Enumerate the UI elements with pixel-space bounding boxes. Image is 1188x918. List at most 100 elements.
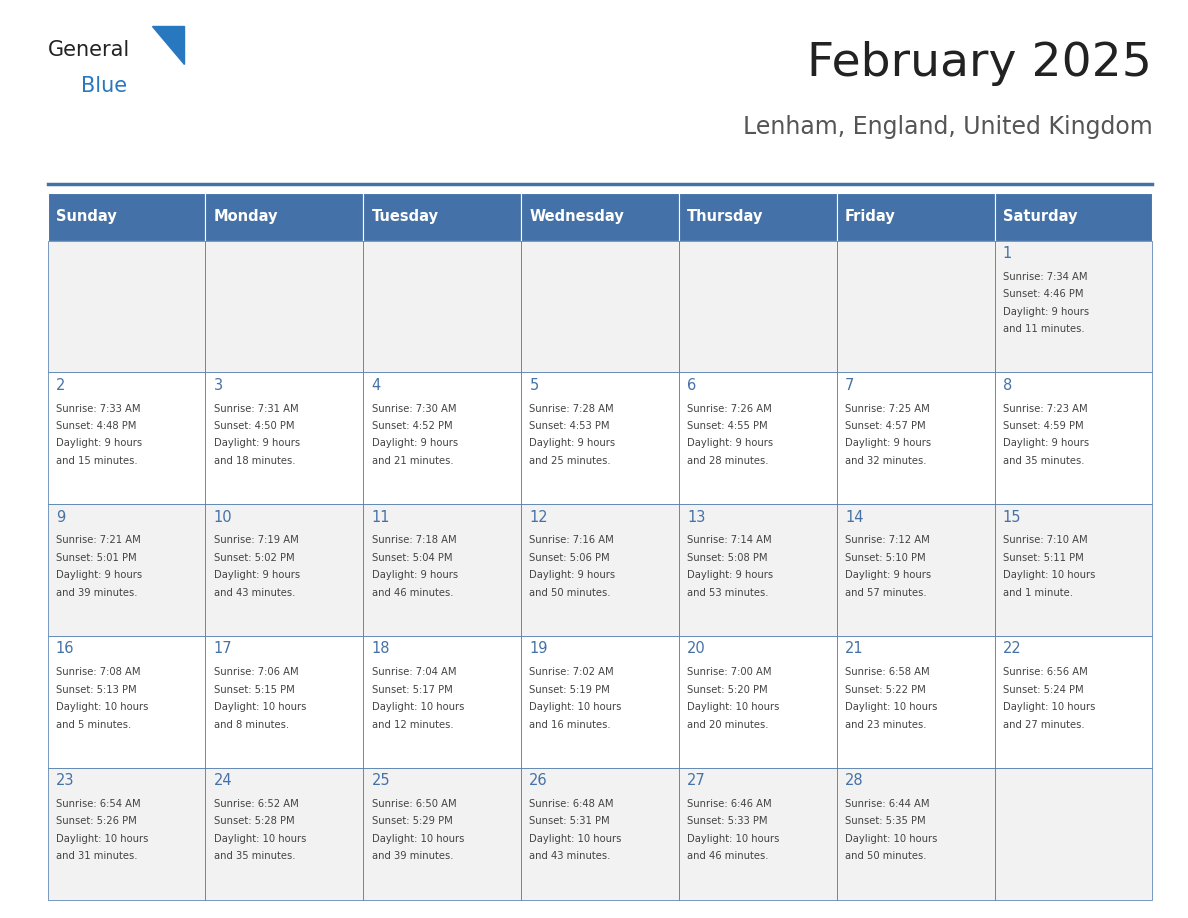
Bar [836,767,994,900]
Text: and 50 minutes.: and 50 minutes. [530,588,611,598]
Text: Daylight: 9 hours: Daylight: 9 hours [845,439,931,448]
Text: Sunrise: 6:46 AM: Sunrise: 6:46 AM [687,799,772,809]
Text: Daylight: 9 hours: Daylight: 9 hours [1003,307,1089,317]
Text: 6: 6 [687,378,696,393]
Text: Sunrise: 6:52 AM: Sunrise: 6:52 AM [214,799,298,809]
Text: and 21 minutes.: and 21 minutes. [372,456,453,465]
Bar [994,636,1152,767]
Text: 15: 15 [1003,509,1022,525]
Text: Sunrise: 7:19 AM: Sunrise: 7:19 AM [214,535,298,545]
Text: Sunrise: 7:16 AM: Sunrise: 7:16 AM [530,535,614,545]
Text: Sunset: 4:52 PM: Sunset: 4:52 PM [372,421,453,431]
Text: Sunrise: 7:10 AM: Sunrise: 7:10 AM [1003,535,1087,545]
Text: Sunset: 5:17 PM: Sunset: 5:17 PM [372,685,453,695]
Text: Daylight: 10 hours: Daylight: 10 hours [1003,570,1095,580]
Text: and 11 minutes.: and 11 minutes. [1003,324,1085,334]
Text: 3: 3 [214,378,223,393]
Text: and 43 minutes.: and 43 minutes. [530,851,611,861]
Text: Daylight: 9 hours: Daylight: 9 hours [1003,439,1089,448]
Bar [678,373,836,504]
Bar [522,193,678,241]
Text: and 35 minutes.: and 35 minutes. [1003,456,1085,465]
Text: 25: 25 [372,773,390,789]
Text: Daylight: 10 hours: Daylight: 10 hours [845,834,937,844]
Text: Sunrise: 7:34 AM: Sunrise: 7:34 AM [1003,272,1087,282]
Text: Daylight: 10 hours: Daylight: 10 hours [1003,702,1095,712]
Text: Sunrise: 7:23 AM: Sunrise: 7:23 AM [1003,404,1087,413]
Text: Daylight: 10 hours: Daylight: 10 hours [687,834,779,844]
Text: and 16 minutes.: and 16 minutes. [530,720,611,730]
Text: Sunset: 5:01 PM: Sunset: 5:01 PM [56,553,137,563]
Bar [836,504,994,636]
Text: Friday: Friday [845,209,896,224]
Text: 20: 20 [687,642,706,656]
Text: Sunrise: 6:50 AM: Sunrise: 6:50 AM [372,799,456,809]
Text: Sunrise: 7:12 AM: Sunrise: 7:12 AM [845,535,930,545]
Text: and 50 minutes.: and 50 minutes. [845,851,927,861]
Bar [206,504,364,636]
Bar [836,193,994,241]
Bar [364,241,522,373]
Text: Sunrise: 6:44 AM: Sunrise: 6:44 AM [845,799,929,809]
Text: 18: 18 [372,642,390,656]
Text: Sunset: 5:22 PM: Sunset: 5:22 PM [845,685,925,695]
Text: 10: 10 [214,509,233,525]
Text: and 23 minutes.: and 23 minutes. [845,720,927,730]
Text: Sunrise: 7:31 AM: Sunrise: 7:31 AM [214,404,298,413]
Text: 27: 27 [687,773,706,789]
Bar [48,193,206,241]
Text: and 39 minutes.: and 39 minutes. [372,851,453,861]
Text: Blue: Blue [81,76,127,96]
Text: and 8 minutes.: and 8 minutes. [214,720,289,730]
Bar [994,193,1152,241]
Text: Sunset: 4:53 PM: Sunset: 4:53 PM [530,421,609,431]
Text: and 27 minutes.: and 27 minutes. [1003,720,1085,730]
Text: 26: 26 [530,773,548,789]
Text: Sunrise: 7:08 AM: Sunrise: 7:08 AM [56,667,140,677]
Text: Daylight: 9 hours: Daylight: 9 hours [687,439,773,448]
Text: and 53 minutes.: and 53 minutes. [687,588,769,598]
Text: Sunrise: 7:21 AM: Sunrise: 7:21 AM [56,535,140,545]
Bar [994,504,1152,636]
Text: Sunset: 5:33 PM: Sunset: 5:33 PM [687,816,767,826]
Bar [836,636,994,767]
Text: Sunrise: 6:48 AM: Sunrise: 6:48 AM [530,799,614,809]
Text: 17: 17 [214,642,233,656]
Text: 5: 5 [530,378,538,393]
Text: Daylight: 10 hours: Daylight: 10 hours [56,834,148,844]
Text: and 28 minutes.: and 28 minutes. [687,456,769,465]
Text: 1: 1 [1003,246,1012,261]
Text: 2: 2 [56,378,65,393]
Text: Sunset: 5:10 PM: Sunset: 5:10 PM [845,553,925,563]
Text: 24: 24 [214,773,233,789]
Bar [522,241,678,373]
Text: Sunrise: 7:18 AM: Sunrise: 7:18 AM [372,535,456,545]
Text: Sunrise: 6:54 AM: Sunrise: 6:54 AM [56,799,140,809]
Text: Sunrise: 7:14 AM: Sunrise: 7:14 AM [687,535,772,545]
Bar [48,767,206,900]
Bar [364,504,522,636]
Text: 13: 13 [687,509,706,525]
Bar [206,373,364,504]
Bar [836,241,994,373]
Text: Sunset: 5:28 PM: Sunset: 5:28 PM [214,816,295,826]
Text: and 43 minutes.: and 43 minutes. [214,588,295,598]
Text: Sunset: 4:57 PM: Sunset: 4:57 PM [845,421,925,431]
Text: 11: 11 [372,509,390,525]
Bar [48,636,206,767]
Text: and 18 minutes.: and 18 minutes. [214,456,295,465]
Text: Daylight: 10 hours: Daylight: 10 hours [372,834,463,844]
Text: Sunset: 4:46 PM: Sunset: 4:46 PM [1003,289,1083,299]
Text: Daylight: 10 hours: Daylight: 10 hours [845,702,937,712]
Text: Sunday: Sunday [56,209,116,224]
Text: Daylight: 10 hours: Daylight: 10 hours [530,834,621,844]
Text: and 15 minutes.: and 15 minutes. [56,456,138,465]
Text: 16: 16 [56,642,75,656]
Bar [994,373,1152,504]
Bar [522,636,678,767]
Text: Daylight: 10 hours: Daylight: 10 hours [56,702,148,712]
Text: 23: 23 [56,773,75,789]
Bar [48,504,206,636]
Text: and 39 minutes.: and 39 minutes. [56,588,138,598]
Bar [836,373,994,504]
